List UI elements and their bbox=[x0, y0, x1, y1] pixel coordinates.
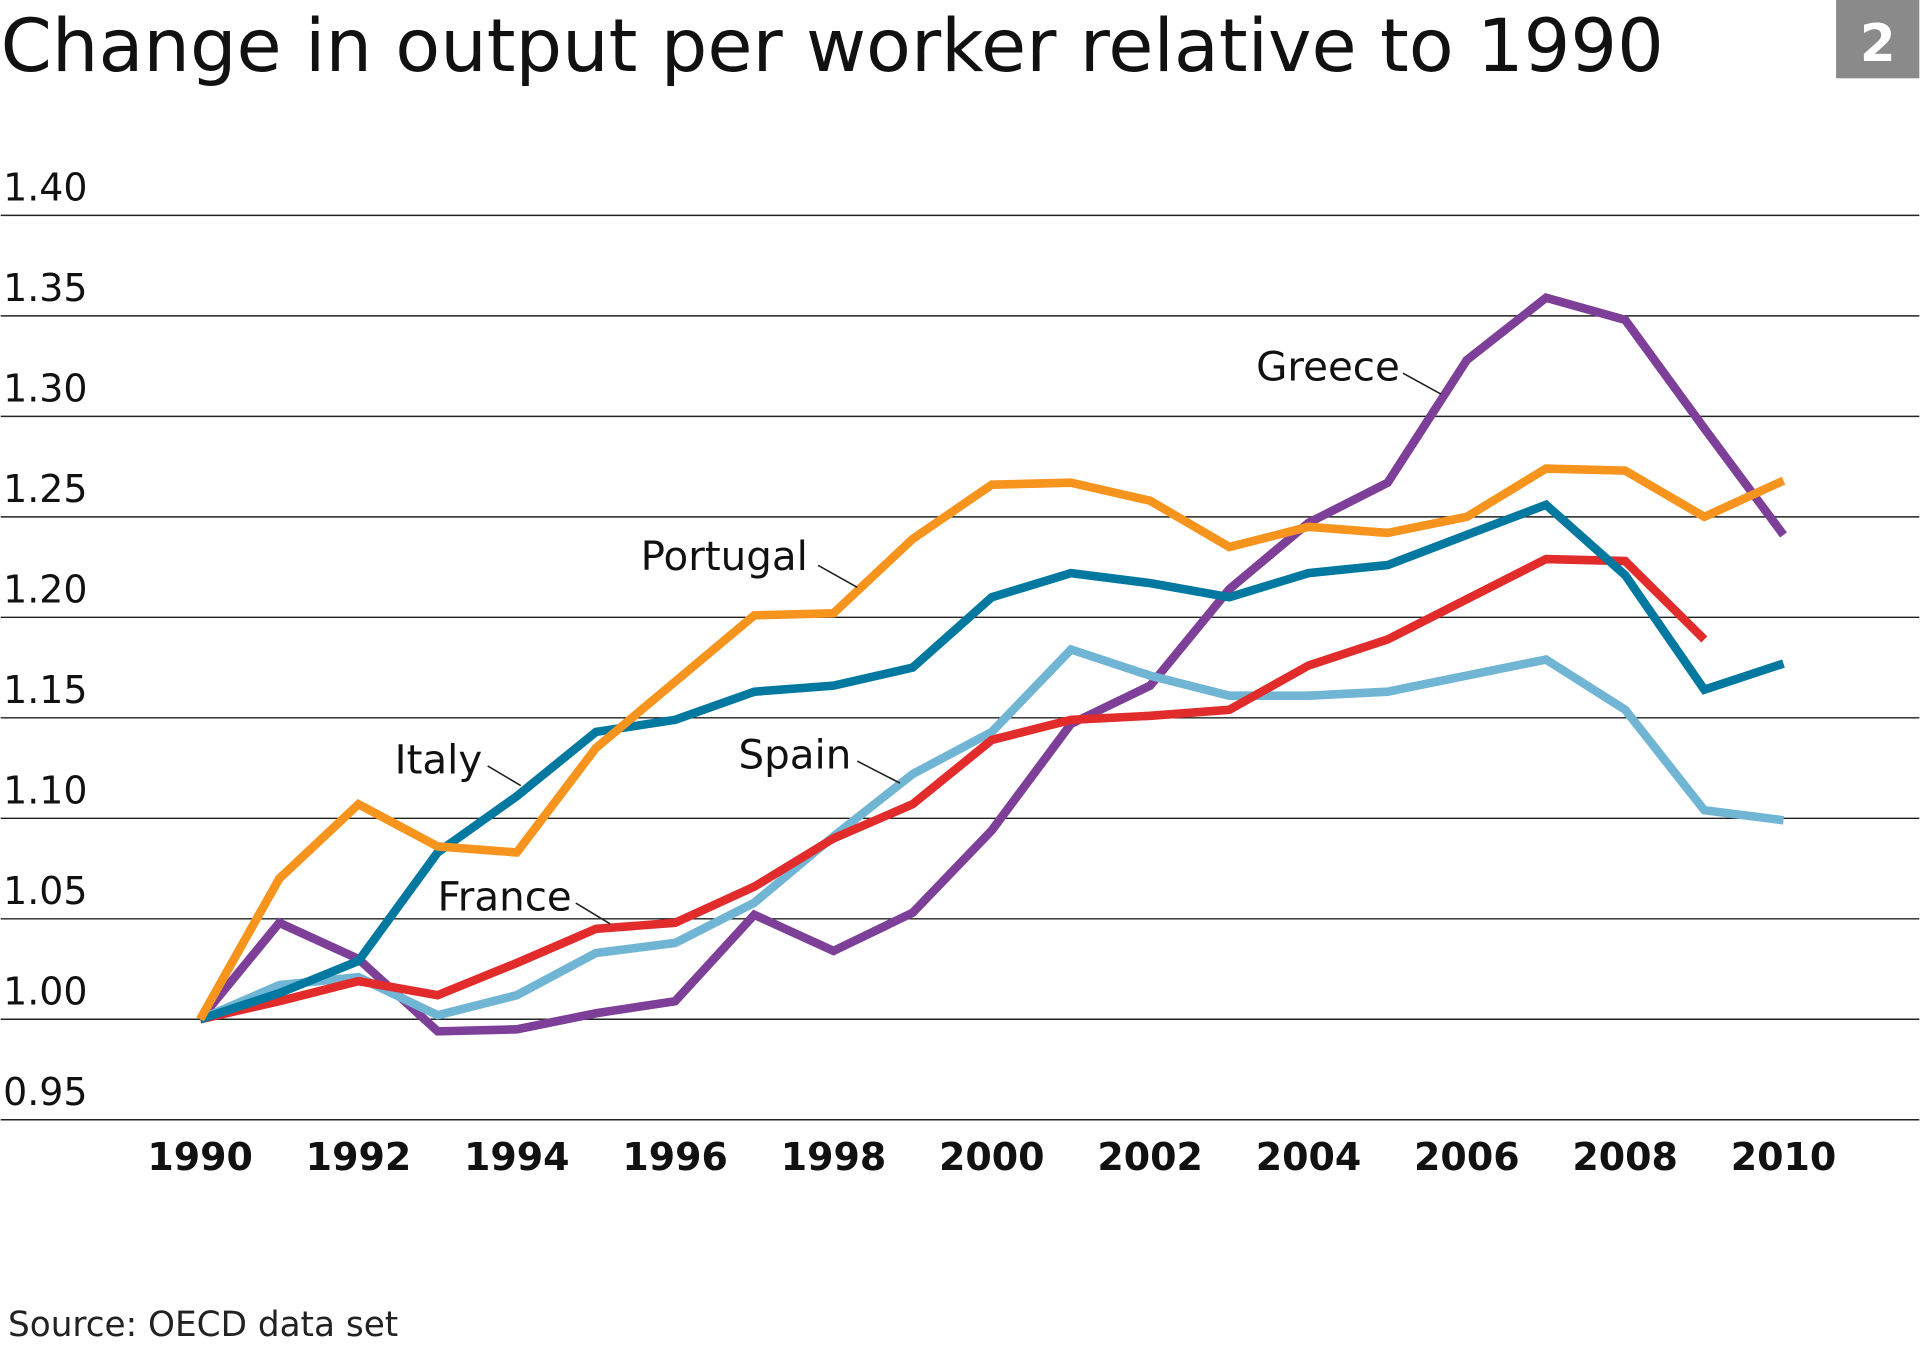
label-leader-line bbox=[487, 765, 522, 787]
x-tick-label: 2000 bbox=[939, 1135, 1045, 1179]
series-label-portugal: Portugal bbox=[641, 533, 808, 580]
series-line-italy bbox=[198, 499, 1785, 1024]
figure-number-badge bbox=[1836, 0, 1920, 79]
series-label-greece: Greece bbox=[1256, 344, 1400, 391]
series-lines bbox=[196, 293, 1787, 1036]
series-line-portugal bbox=[196, 464, 1786, 1022]
y-tick-label: 1.10 bbox=[3, 769, 87, 813]
y-tick-label: 1.05 bbox=[3, 869, 87, 913]
y-tick-label: 1.40 bbox=[3, 166, 87, 210]
x-tick-label: 1994 bbox=[464, 1135, 570, 1179]
series-label-france: France bbox=[438, 873, 572, 920]
y-tick-label: 1.30 bbox=[3, 367, 87, 411]
y-tick-label: 1.25 bbox=[3, 467, 87, 511]
x-tick-label: 1990 bbox=[147, 1135, 253, 1179]
label-leader-line bbox=[856, 760, 901, 784]
series-label-spain: Spain bbox=[739, 731, 852, 778]
series-label-italy: Italy bbox=[395, 736, 483, 783]
series-line-france bbox=[199, 554, 1708, 1024]
x-tick-label: 2008 bbox=[1572, 1135, 1678, 1179]
gridlines bbox=[0, 214, 1920, 1121]
source-note: Source: OECD data set bbox=[8, 1305, 398, 1345]
label-leader-line bbox=[575, 902, 611, 925]
series-line-spain bbox=[198, 644, 1785, 1024]
label-leader-line bbox=[1402, 372, 1442, 395]
x-tick-label: 2010 bbox=[1731, 1135, 1837, 1179]
series-labels: Portugal Italy France Spain Greece bbox=[395, 344, 1442, 925]
x-tick-label: 1992 bbox=[306, 1135, 412, 1179]
y-tick-label: 1.15 bbox=[3, 668, 87, 712]
x-tick-label: 2002 bbox=[1097, 1135, 1203, 1179]
x-tick-label: 1996 bbox=[622, 1135, 728, 1179]
figure-number: 2 bbox=[1860, 14, 1896, 74]
y-tick-label: 1.35 bbox=[3, 266, 87, 310]
y-axis-ticks: 0.95 1.00 1.05 1.10 1.15 1.20 1.25 1.30 1.35 1.40 bbox=[3, 166, 87, 1114]
x-tick-label: 2006 bbox=[1414, 1135, 1520, 1179]
y-tick-label: 1.00 bbox=[3, 970, 87, 1014]
y-tick-label: 1.20 bbox=[3, 568, 87, 612]
y-tick-label: 0.95 bbox=[3, 1070, 87, 1114]
label-leader-line bbox=[817, 564, 858, 589]
x-tick-label: 1998 bbox=[781, 1135, 887, 1179]
x-axis-ticks: 1990 1992 1994 1996 1998 2000 2002 2004 2006 2008… bbox=[147, 1135, 1836, 1179]
chart-title: Change in output per worker relative to … bbox=[1, 4, 1664, 89]
series-line-greece bbox=[196, 293, 1787, 1036]
x-tick-label: 2004 bbox=[1256, 1135, 1362, 1179]
